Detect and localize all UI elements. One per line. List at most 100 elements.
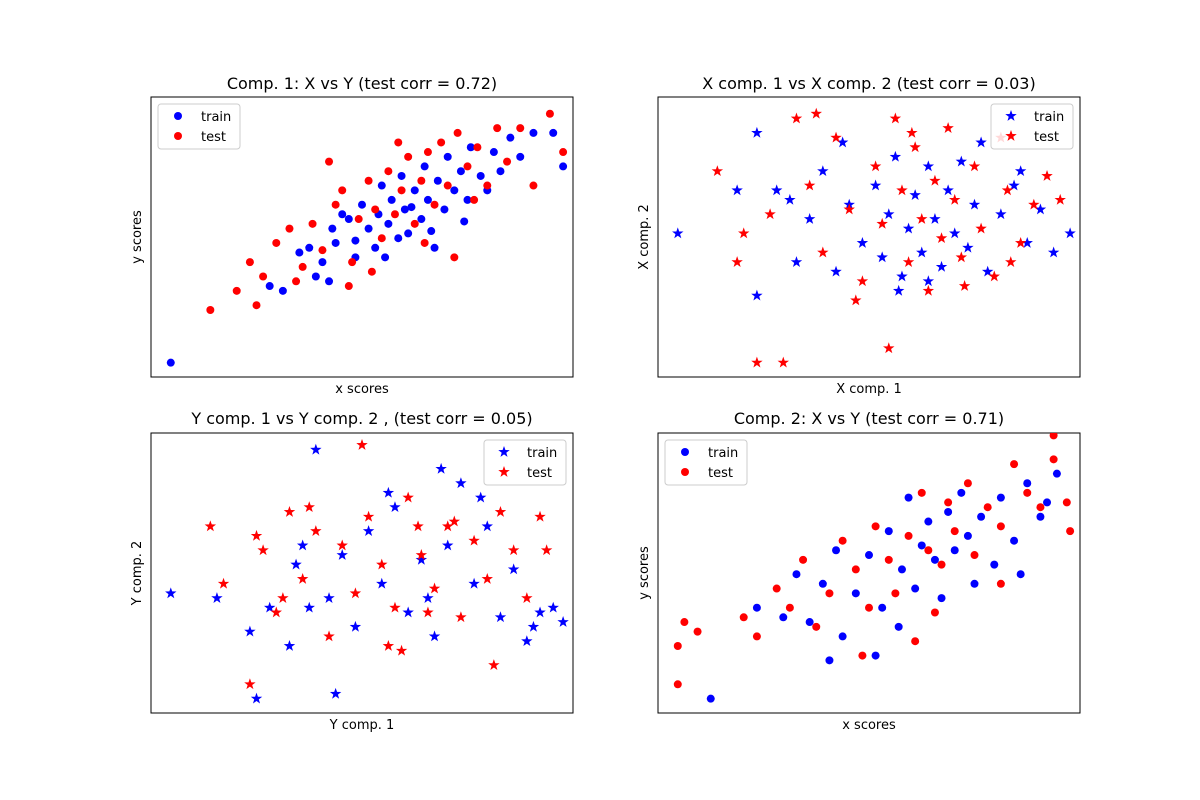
point-train bbox=[328, 224, 337, 233]
series-test bbox=[204, 438, 553, 690]
point-train bbox=[930, 555, 939, 564]
point-train bbox=[420, 162, 429, 171]
point-test bbox=[883, 342, 895, 354]
point-train bbox=[165, 587, 177, 599]
point-train bbox=[922, 275, 935, 287]
point-test bbox=[463, 162, 472, 171]
point-train bbox=[962, 241, 974, 253]
point-test bbox=[473, 143, 482, 152]
point-train bbox=[476, 171, 485, 180]
legend-label-train: train bbox=[1034, 110, 1064, 125]
point-test bbox=[739, 613, 748, 622]
panel-2: X comp. 1 vs X comp. 2 (test corr = 0.03… bbox=[637, 74, 1081, 397]
point-train bbox=[278, 286, 287, 295]
point-train bbox=[460, 217, 469, 226]
point-test bbox=[404, 152, 413, 161]
point-test bbox=[975, 222, 987, 234]
point-train bbox=[474, 491, 487, 503]
point-test bbox=[529, 181, 538, 190]
point-test bbox=[481, 572, 493, 584]
point-train bbox=[790, 256, 803, 267]
series-test bbox=[206, 109, 568, 314]
point-train bbox=[481, 520, 493, 532]
point-train bbox=[417, 215, 426, 224]
point-train bbox=[400, 205, 409, 214]
point-train bbox=[955, 155, 968, 167]
point-train bbox=[463, 195, 472, 204]
point-train bbox=[387, 195, 396, 204]
point-train bbox=[981, 265, 994, 277]
legend-marker-test bbox=[174, 132, 182, 140]
legend-marker-train bbox=[681, 448, 689, 456]
point-train bbox=[963, 531, 972, 540]
point-test bbox=[468, 534, 480, 546]
point-test bbox=[929, 174, 941, 186]
point-train bbox=[957, 488, 966, 497]
point-test bbox=[245, 258, 254, 267]
point-test bbox=[1049, 455, 1058, 464]
legend: train test bbox=[664, 439, 748, 486]
point-train bbox=[410, 186, 419, 195]
point-test bbox=[1066, 527, 1075, 536]
point-train bbox=[817, 165, 829, 177]
point-test bbox=[858, 651, 867, 660]
point-train bbox=[290, 558, 302, 570]
legend-label-train: train bbox=[527, 446, 557, 461]
point-test bbox=[738, 227, 750, 239]
point-train bbox=[818, 579, 827, 588]
point-test bbox=[430, 200, 439, 209]
point-test bbox=[382, 639, 395, 651]
point-train bbox=[869, 179, 882, 191]
panel-1-xlabel: x scores bbox=[335, 382, 389, 397]
legend-marker-test bbox=[498, 466, 510, 477]
point-test bbox=[825, 589, 834, 598]
point-train bbox=[896, 270, 908, 282]
point-test bbox=[944, 498, 953, 507]
point-test bbox=[812, 622, 821, 631]
point-train bbox=[381, 253, 390, 262]
panel-1-ylabel: y scores bbox=[130, 210, 145, 264]
point-train bbox=[305, 243, 314, 252]
point-test bbox=[904, 531, 913, 540]
point-train bbox=[466, 143, 475, 152]
point-train bbox=[911, 584, 920, 593]
point-test bbox=[437, 138, 446, 147]
panel-2-xlabel: X comp. 1 bbox=[836, 382, 902, 397]
point-test bbox=[731, 256, 743, 267]
point-test bbox=[851, 565, 860, 574]
legend: train test bbox=[990, 103, 1074, 150]
point-test bbox=[545, 109, 554, 118]
point-test bbox=[673, 680, 682, 689]
point-train bbox=[1014, 165, 1027, 177]
point-test bbox=[850, 294, 862, 306]
point-train bbox=[1036, 512, 1045, 521]
point-test bbox=[891, 589, 900, 598]
point-train bbox=[415, 553, 428, 565]
point-train bbox=[970, 579, 979, 588]
point-train bbox=[402, 606, 414, 618]
point-train bbox=[455, 477, 467, 489]
point-test bbox=[410, 219, 419, 228]
point-test bbox=[935, 232, 948, 244]
point-train bbox=[838, 632, 847, 641]
point-test bbox=[272, 238, 281, 247]
panel-4: Comp. 2: X vs Y (test corr = 0.71) x sco… bbox=[637, 409, 1081, 733]
point-test bbox=[955, 251, 968, 263]
points bbox=[165, 438, 569, 704]
point-test bbox=[752, 632, 761, 641]
point-train bbox=[990, 560, 999, 569]
panel-4-ylabel: y scores bbox=[637, 546, 652, 600]
point-test bbox=[344, 282, 353, 291]
point-test bbox=[889, 112, 902, 124]
point-train bbox=[318, 258, 327, 267]
point-train bbox=[489, 148, 498, 157]
panel-2-title: X comp. 1 vs X comp. 2 (test corr = 0.03… bbox=[702, 74, 1035, 93]
point-test bbox=[338, 186, 347, 195]
point-test bbox=[942, 122, 954, 133]
point-train bbox=[1016, 570, 1025, 579]
point-train bbox=[792, 570, 801, 579]
point-test bbox=[390, 210, 399, 219]
point-test bbox=[790, 112, 803, 124]
point-test bbox=[830, 131, 842, 143]
point-train bbox=[427, 227, 436, 236]
